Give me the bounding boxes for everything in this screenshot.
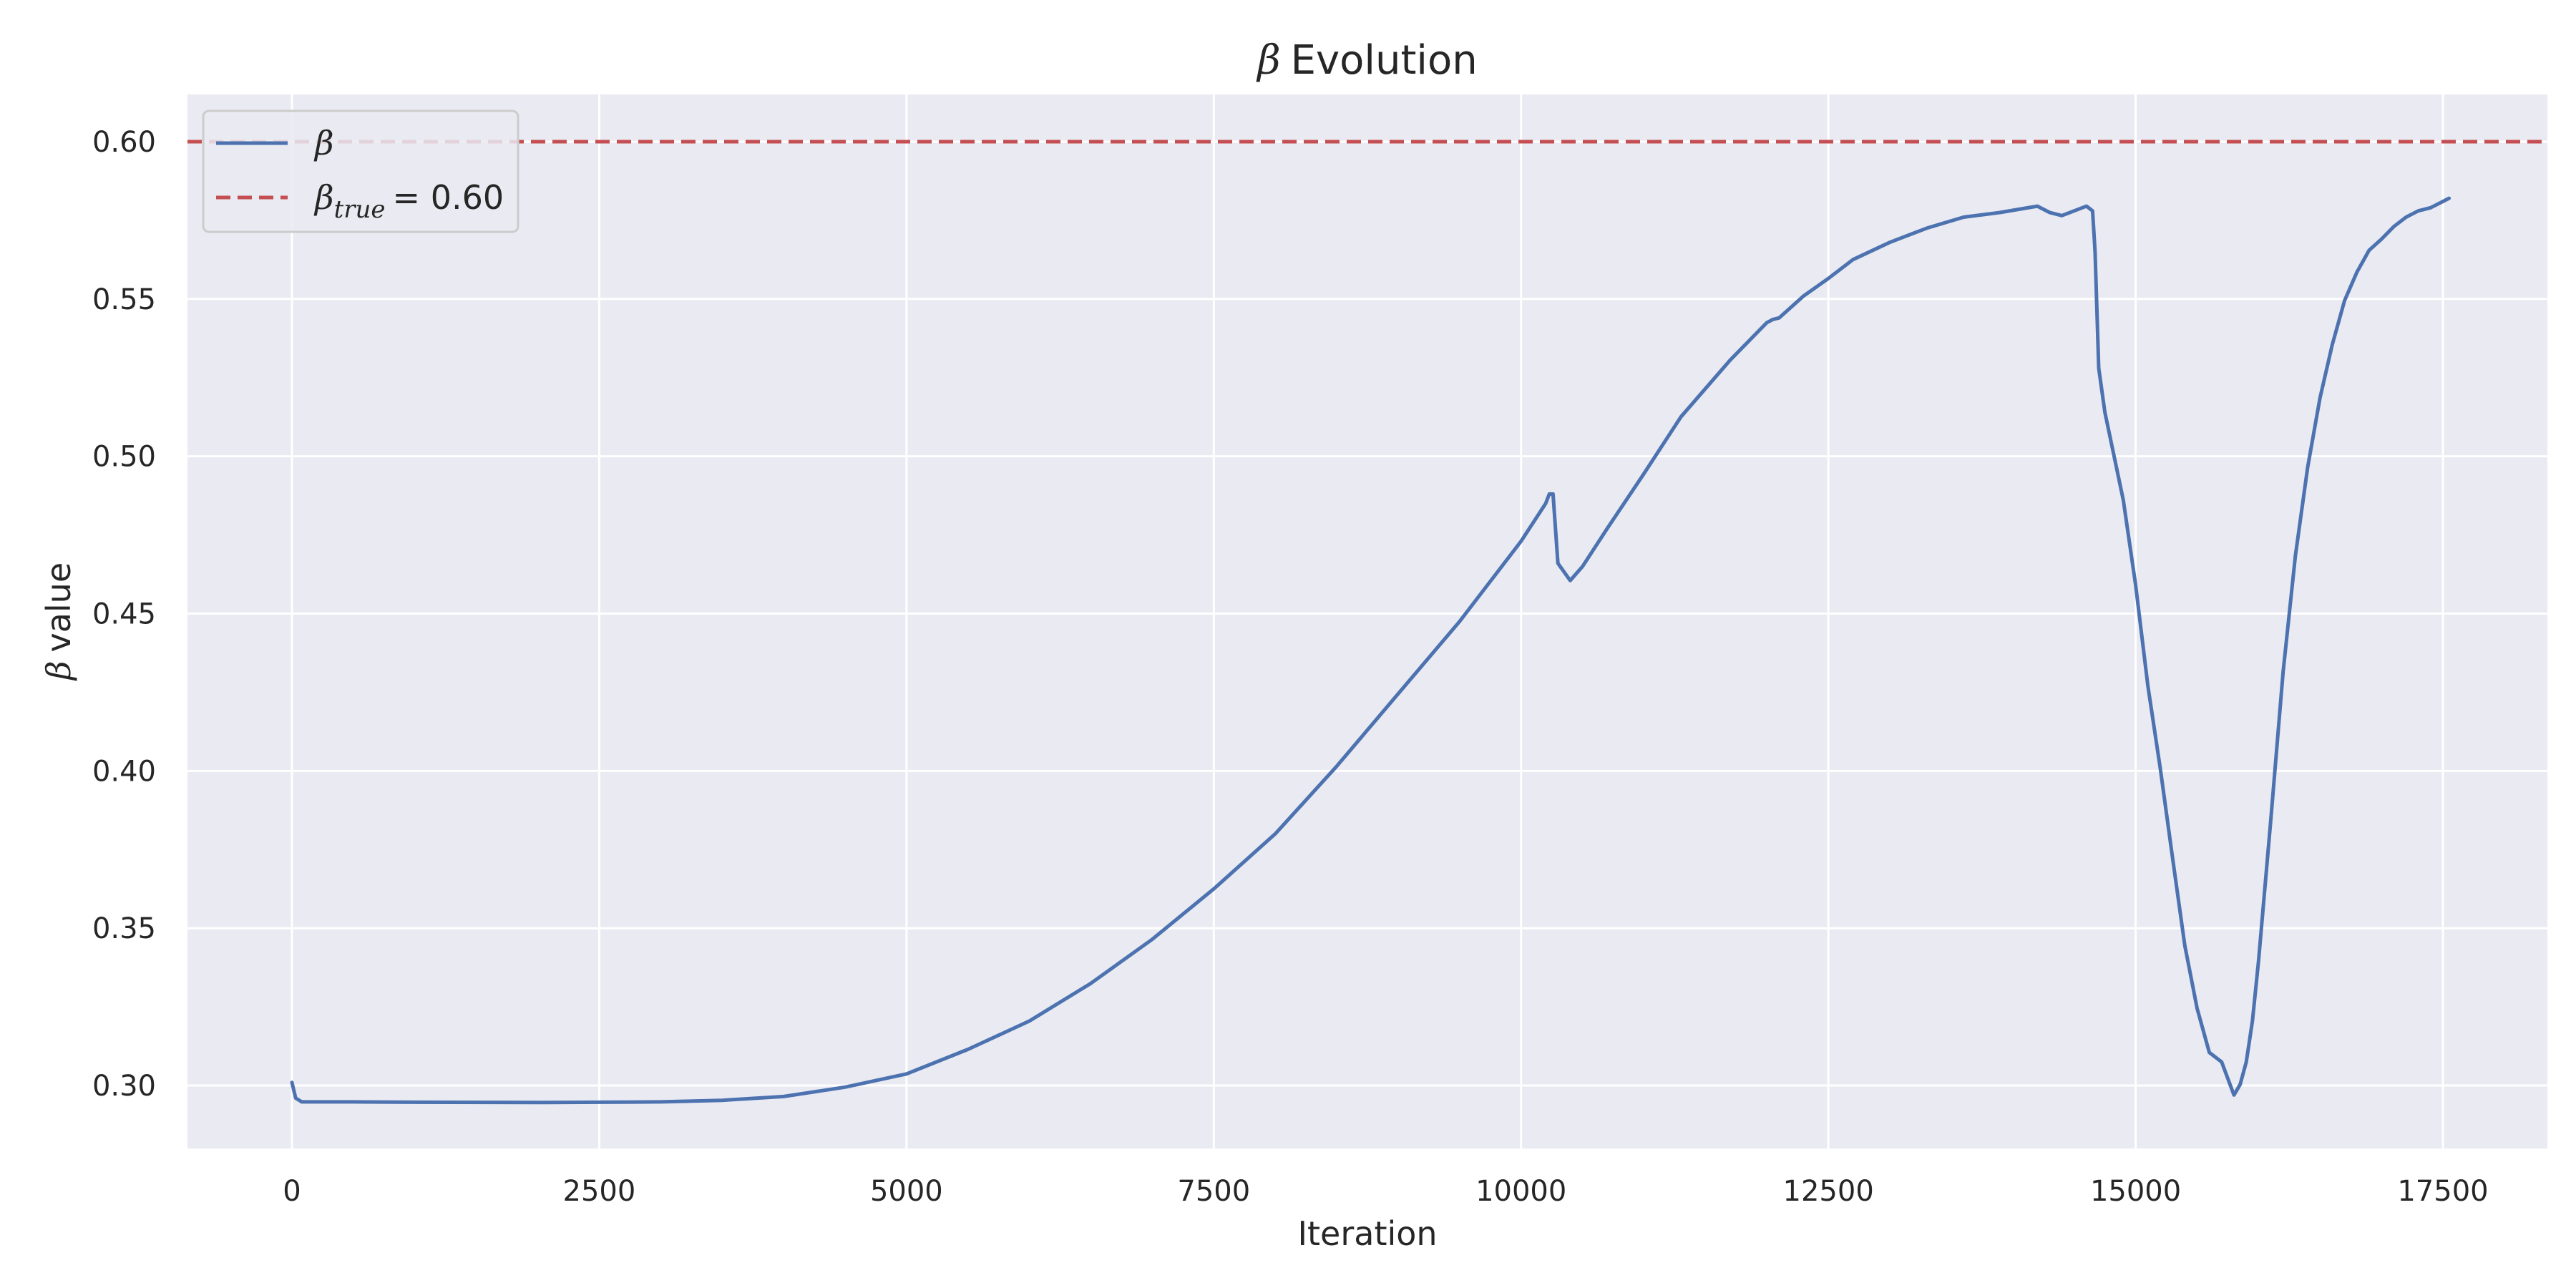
plot-area xyxy=(187,94,2547,1148)
y-tick-label: 0.60 xyxy=(92,126,156,159)
y-tick-label: 0.45 xyxy=(92,598,156,631)
x-tick-label: 12500 xyxy=(1783,1175,1874,1208)
y-tick-label: 0.55 xyxy=(92,283,156,316)
x-tick-label: 5000 xyxy=(870,1175,943,1208)
x-tick-label: 17500 xyxy=(2397,1175,2488,1208)
y-tick-label: 0.30 xyxy=(92,1070,156,1103)
legend-box xyxy=(202,109,519,233)
legend: β βtrue = 0.60 xyxy=(202,109,519,233)
y-tick-label: 0.40 xyxy=(92,755,156,788)
y-axis-label: βvalue xyxy=(39,562,78,681)
legend-label-beta: β xyxy=(313,124,334,162)
y-tick-label: 0.35 xyxy=(92,912,156,945)
x-tick-label: 10000 xyxy=(1475,1175,1566,1208)
x-axis-label: Iteration xyxy=(1297,1214,1437,1253)
x-tick-label: 15000 xyxy=(2090,1175,2181,1208)
x-tick-label: 2500 xyxy=(563,1175,636,1208)
x-tick-label: 0 xyxy=(283,1175,301,1208)
y-tick-label: 0.50 xyxy=(92,441,156,474)
beta-series-line xyxy=(290,196,2451,1105)
x-tick-label: 7500 xyxy=(1177,1175,1250,1208)
chart-title: β Evolution xyxy=(1256,37,1477,84)
legend-label-beta-true: βtrue = 0.60 xyxy=(313,178,504,224)
